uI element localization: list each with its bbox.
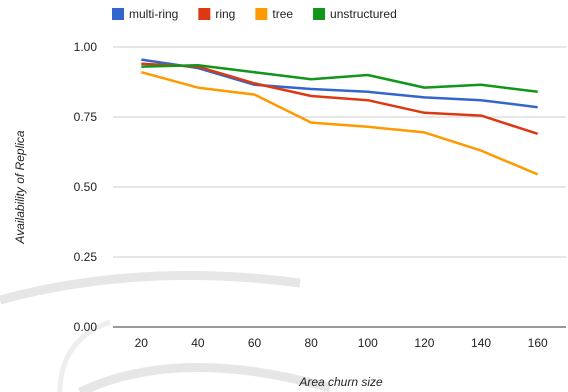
series-lines [140,58,539,176]
y-tick-labels: 0.00 0.25 0.50 0.75 1.00 [74,40,98,334]
x-tick-labels: 20 40 60 80 100 120 140 160 [135,336,548,350]
legend-label-tree: tree [272,7,293,21]
y-tick-label: 0.00 [74,320,98,334]
series-line-multi-ring [141,58,538,109]
x-tick-label: 120 [414,336,434,350]
series-line-ring [141,62,539,135]
y-tick-label: 0.75 [74,110,98,124]
x-tick-label: 100 [358,336,378,350]
x-axis-title: Area churn size [298,375,383,389]
legend-swatch-ring [198,8,211,20]
legend-swatch-unstructured [313,8,326,20]
x-tick-label: 20 [135,336,149,350]
y-tick-label: 0.50 [74,180,98,194]
watermark-arcs [0,271,332,392]
legend-label-ring: ring [215,7,235,21]
x-tick-label: 60 [248,336,262,350]
gridlines [113,46,566,258]
y-tick-label: 0.25 [74,250,98,264]
legend-swatch-multi-ring [112,8,124,20]
x-tick-label: 160 [528,336,548,350]
x-tick-label: 140 [471,336,491,350]
y-tick-label: 1.00 [74,40,98,54]
legend-label-unstructured: unstructured [330,7,397,21]
series-line-tree [140,70,539,176]
legend-label-multi-ring: multi-ring [129,7,178,21]
legend: multi-ring ring tree unstructured [112,7,397,21]
x-tick-label: 40 [191,336,205,350]
legend-swatch-tree [255,8,268,20]
series-line-unstructured [141,63,538,94]
x-tick-label: 80 [305,336,319,350]
y-axis-title: Availability of Replica [13,130,27,244]
